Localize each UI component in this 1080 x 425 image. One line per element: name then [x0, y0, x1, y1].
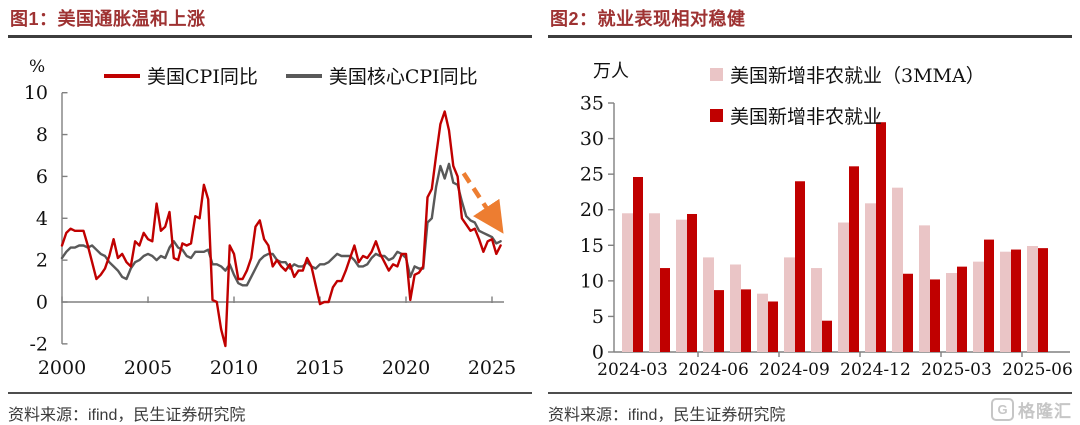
x-tick-label: 2010 — [210, 357, 258, 379]
y-tick-label: 6 — [36, 166, 48, 188]
x-tick-label: 2024-12 — [840, 360, 911, 380]
legend-label-payrolls: 美国新增非农就业 — [730, 106, 883, 128]
bar-payrolls — [768, 301, 778, 352]
bar-3mma — [676, 219, 687, 352]
bar-3mma — [622, 213, 633, 352]
y-tick-label: 4 — [36, 208, 48, 230]
bar-3mma — [1000, 251, 1011, 352]
figure-2: 图2：就业表现相对稳健 万人 美国新增非农就业（3MMA） 美国新增非农就业 3… — [548, 8, 1072, 425]
figure-1: 图1：美国通胀温和上涨 % 美国CPI同比 美国核心CPI同比 10 8 6 4 2 0 -… — [8, 8, 532, 425]
x-tick-label: 2024-03 — [597, 360, 668, 380]
legend-item-core-cpi: 美国核心CPI同比 — [285, 62, 478, 89]
y-tick-label: 15 — [580, 235, 604, 257]
bar-payrolls — [849, 166, 859, 352]
bar-payrolls — [660, 268, 670, 352]
bar-3mma — [946, 273, 957, 352]
gelonghui-watermark: G 格隆汇 — [991, 397, 1072, 422]
axes — [61, 92, 504, 344]
x-ticks: 2000 2005 2010 2015 2020 2025 — [38, 296, 516, 379]
bar-3mma — [757, 293, 768, 352]
x-tick-label: 2024-09 — [759, 360, 830, 380]
bar-3mma — [784, 257, 795, 352]
bar-payrolls — [1038, 248, 1048, 352]
bar-payrolls — [930, 279, 940, 352]
x-tick-label: 2005 — [124, 357, 172, 379]
x-tick-label: 2015 — [296, 357, 344, 379]
figure-2-y-unit: 万人 — [593, 61, 629, 82]
y-tick-label: 2 — [36, 250, 48, 272]
x-tick-label: 2020 — [382, 357, 430, 379]
bar-3mma — [730, 264, 741, 352]
y-ticks: 35 30 25 20 15 10 5 0 — [580, 93, 614, 364]
y-tick-label: 30 — [580, 128, 604, 150]
core-cpi-series-line — [60, 162, 502, 287]
y-tick-label: 10 — [580, 270, 604, 292]
bar-3mma — [1027, 246, 1038, 352]
bar-payrolls — [1011, 249, 1021, 352]
y-tick-label: 0 — [36, 292, 48, 314]
y-tick-label: 0 — [592, 342, 604, 364]
figure-2-title: 图2：就业表现相对稳健 — [548, 8, 1072, 38]
x-ticks: 2024-03 2024-06 2024-09 2024-12 2025-03 2025-… — [597, 352, 1072, 380]
core-cpi-line-swatch — [285, 73, 322, 78]
y-tick-label: -2 — [29, 333, 48, 355]
cpi-series-line — [60, 110, 502, 348]
payrolls-3mma-swatch — [710, 68, 723, 81]
bars — [622, 122, 1048, 352]
legend-label-core-cpi: 美国核心CPI同比 — [328, 66, 478, 88]
bar-payrolls — [903, 273, 913, 352]
bar-3mma — [865, 203, 876, 352]
x-tick-label: 2024-06 — [678, 360, 749, 380]
bar-3mma — [838, 222, 849, 352]
bar-payrolls — [876, 122, 886, 352]
bar-payrolls — [741, 289, 751, 352]
x-tick-label: 2025 — [468, 357, 516, 379]
x-tick-label: 2000 — [38, 357, 86, 379]
bar-payrolls — [822, 320, 832, 352]
y-ticks: 10 8 6 4 2 0 -2 — [24, 82, 68, 355]
legend-label-cpi: 美国CPI同比 — [147, 66, 258, 88]
figure-1-legend: 美国CPI同比 美国核心CPI同比 — [104, 62, 478, 89]
bar-payrolls — [984, 239, 994, 352]
downtrend-arrow — [461, 172, 505, 234]
y-tick-label: 8 — [36, 124, 48, 146]
bar-payrolls — [633, 176, 643, 352]
figure-2-source: 资料来源：ifind，民生证券研究院 — [548, 392, 1072, 425]
cpi-line-swatch — [104, 73, 140, 78]
figure-1-title: 图1：美国通胀温和上涨 — [8, 8, 532, 38]
y-tick-label: 10 — [24, 82, 48, 104]
legend-label-payrolls-3mma: 美国新增非农就业（3MMA） — [730, 65, 985, 87]
bar-3mma — [919, 225, 930, 352]
x-tick-label: 2025-06 — [1002, 360, 1072, 380]
y-tick-label: 5 — [592, 306, 604, 328]
legend-item-payrolls-3mma: 美国新增非农就业（3MMA） — [710, 61, 985, 88]
legend-item-payrolls: 美国新增非农就业 — [710, 102, 985, 129]
x-tick-label: 2025-03 — [921, 360, 992, 380]
figure-2-legend: 美国新增非农就业（3MMA） 美国新增非农就业 — [710, 61, 985, 129]
bar-payrolls — [957, 266, 967, 352]
y-tick-label: 20 — [580, 199, 604, 221]
legend-item-cpi: 美国CPI同比 — [104, 62, 258, 89]
figure-1-source: 资料来源：ifind，民生证券研究院 — [8, 392, 532, 425]
gelonghui-logo-text: 格隆汇 — [1018, 402, 1072, 421]
y-tick-label: 35 — [580, 93, 604, 115]
y-tick-label: 25 — [580, 164, 604, 186]
gelonghui-logo-icon: G — [991, 398, 1014, 421]
bar-3mma — [649, 213, 660, 352]
bar-3mma — [811, 268, 822, 352]
bar-payrolls — [714, 290, 724, 352]
bar-3mma — [703, 257, 714, 352]
figure-1-y-unit: % — [29, 57, 46, 77]
bar-payrolls — [687, 213, 697, 352]
payrolls-swatch — [710, 109, 723, 122]
bar-3mma — [973, 261, 984, 352]
bar-3mma — [892, 187, 903, 352]
bar-payrolls — [795, 181, 805, 352]
